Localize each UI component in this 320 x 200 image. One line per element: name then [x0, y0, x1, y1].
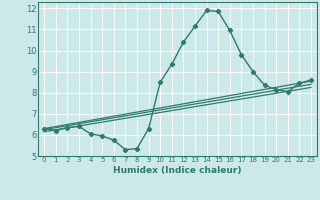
X-axis label: Humidex (Indice chaleur): Humidex (Indice chaleur) — [113, 166, 242, 175]
